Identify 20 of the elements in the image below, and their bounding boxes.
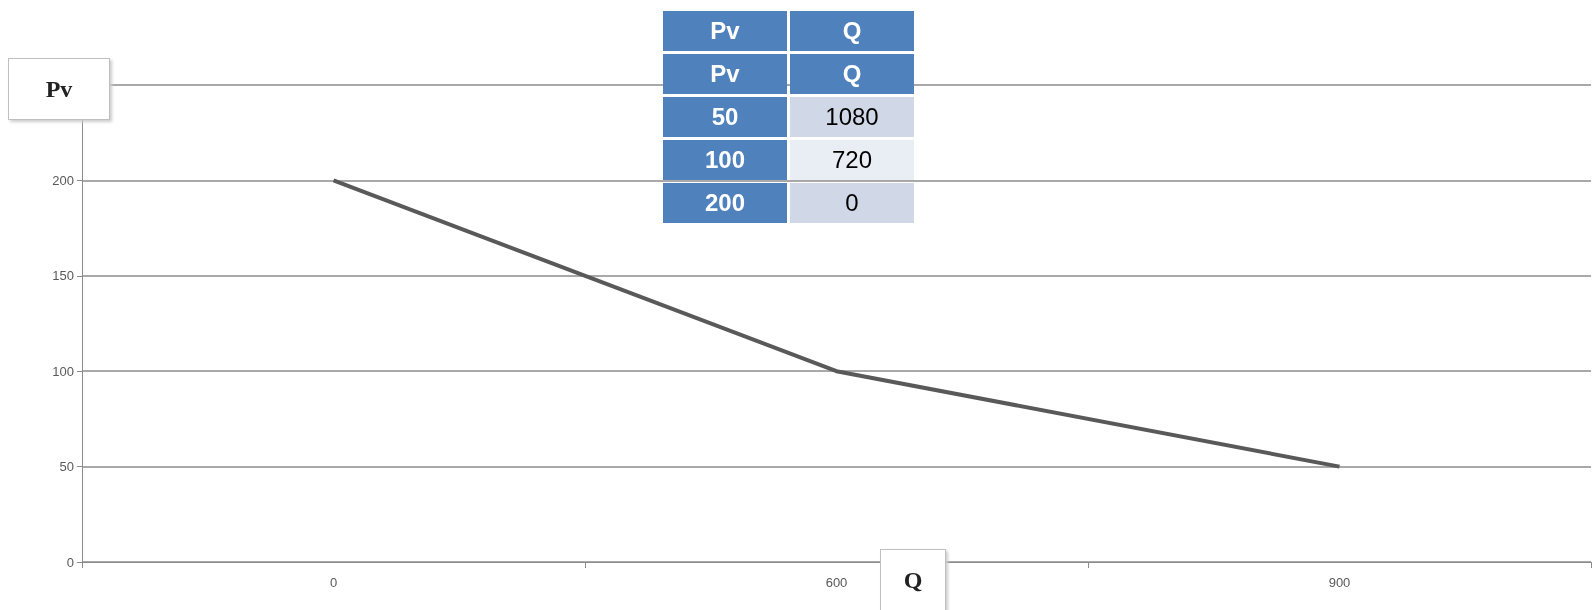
x-tick-label: 900 [1328, 575, 1351, 590]
y-axis-title: Pv [8, 58, 110, 120]
y-tick-label: 200 [52, 172, 74, 188]
x-axis-title: Q [880, 549, 946, 610]
y-tick-label: 100 [52, 363, 74, 379]
text: Pv [710, 17, 740, 44]
y-tick-label: 0 [66, 554, 74, 570]
text: Q [842, 17, 862, 44]
annotation: 1080 [790, 97, 914, 137]
annotation: 0 [790, 183, 914, 223]
x-tick-label: 600 [825, 575, 848, 590]
annotation: 720 [790, 140, 914, 180]
annotation: 200 [663, 183, 787, 223]
annotation: Pv [663, 54, 787, 94]
annotation: Q [790, 54, 914, 94]
x-tick-label: 0 [329, 575, 338, 590]
annotation: 100 [663, 140, 787, 180]
y-tick-label: 150 [52, 268, 74, 284]
y-tick-label: 50 [59, 459, 74, 475]
annotation: 50 [663, 97, 787, 137]
